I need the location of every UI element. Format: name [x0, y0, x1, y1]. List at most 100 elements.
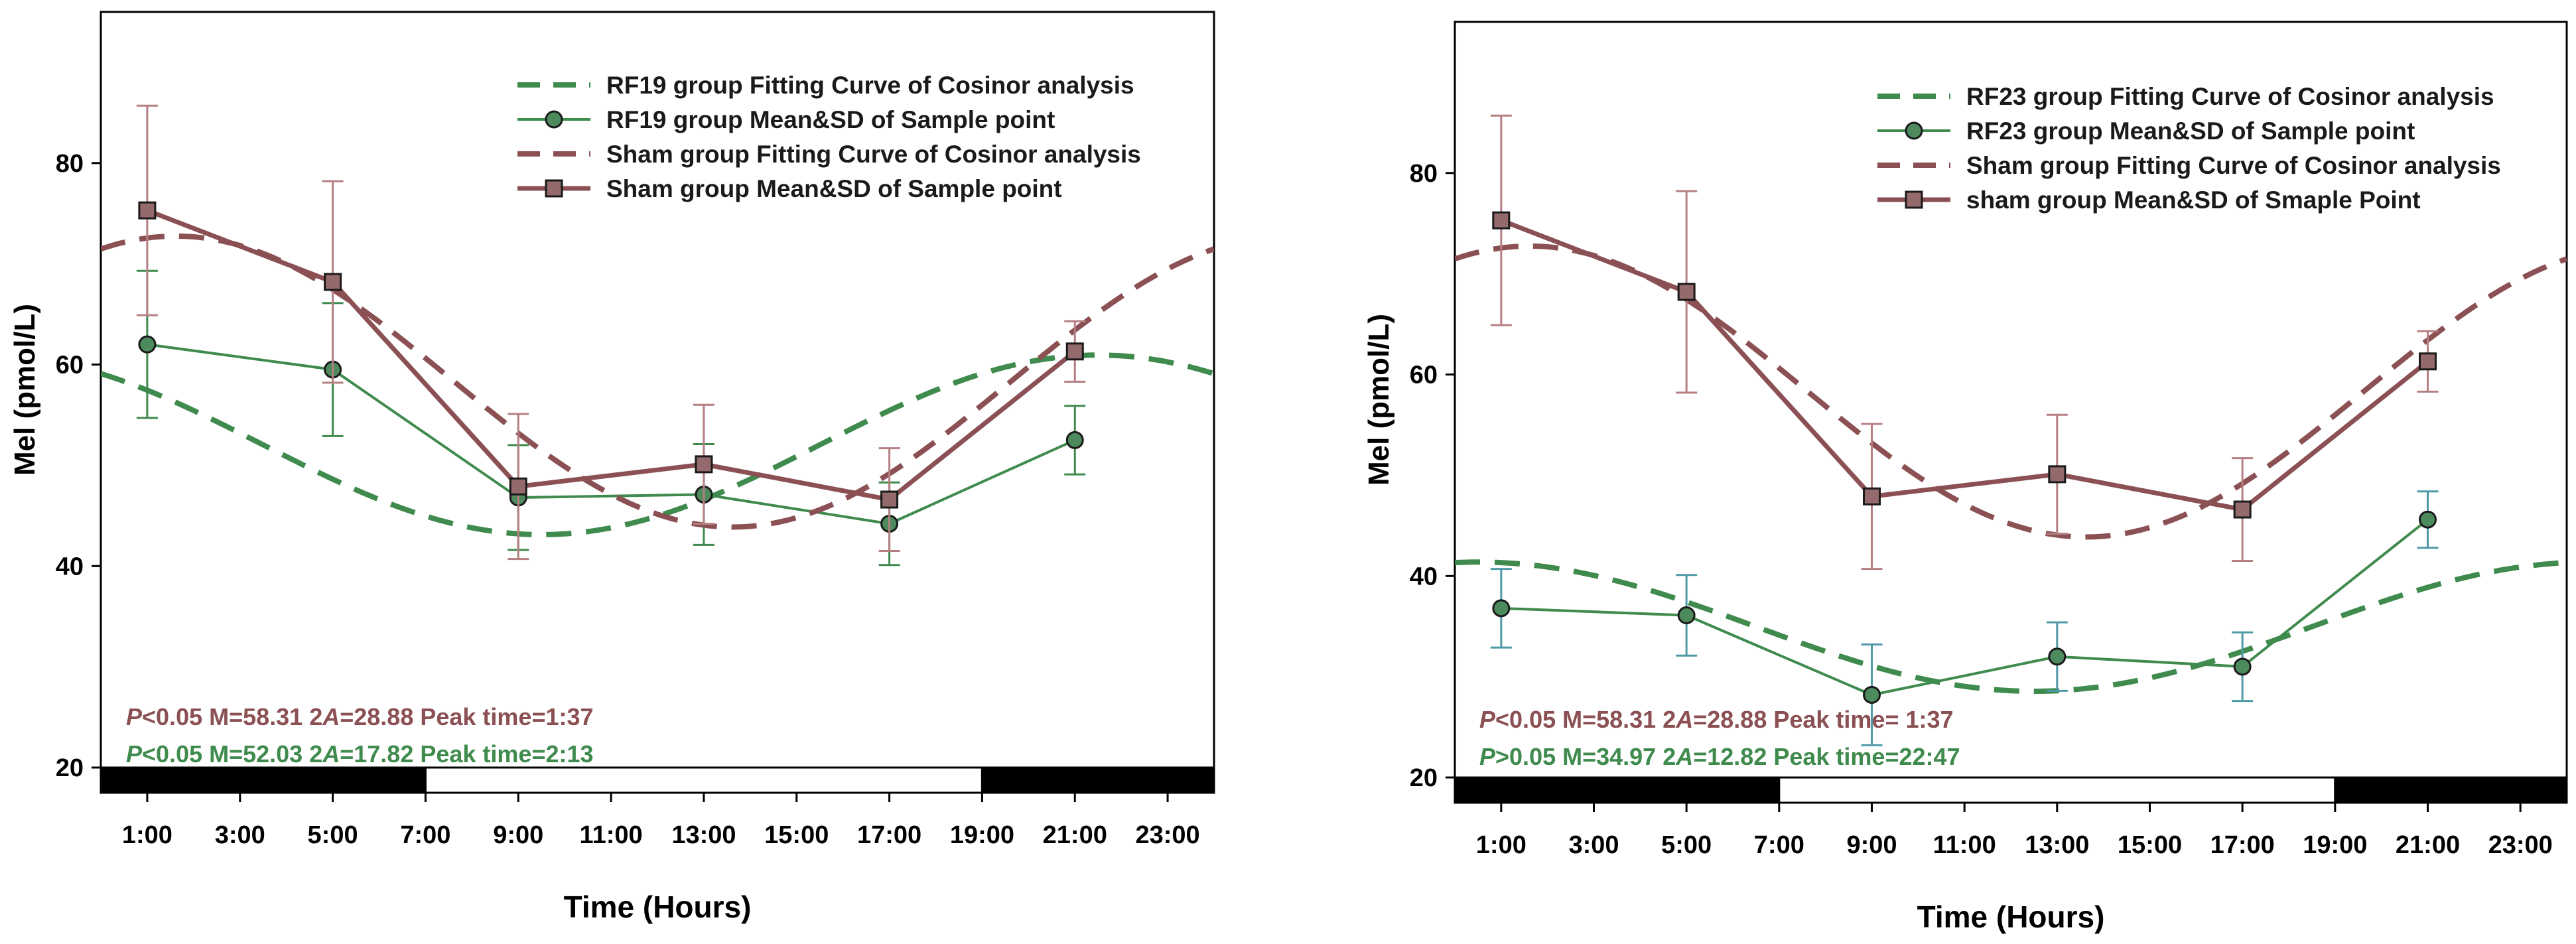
mean-line-sham [146, 208, 1077, 502]
stats-annotation: P<0.05 M=58.31 2A=28.88 Peak time=1:37 [126, 703, 594, 730]
x-tick-label: 7:00 [400, 821, 450, 849]
data-point-square [2233, 500, 2252, 519]
legend-label: RF19 group Fitting Curve of Cosinor anal… [606, 72, 1134, 99]
mean-line-sham [1500, 218, 2429, 512]
x-tick-label: 1:00 [122, 821, 172, 849]
data-point-circle [1492, 599, 1511, 618]
data-point-square [324, 273, 342, 291]
legend-label: RF23 group Fitting Curve of Cosinor anal… [1966, 83, 2494, 110]
y-tick-label: 40 [1410, 563, 1438, 590]
data-point-circle [1065, 431, 1084, 449]
legend: RF19 group Fitting Curve of Cosinor anal… [517, 72, 1141, 202]
data-point-circle [2419, 510, 2437, 529]
data-point-circle [1677, 606, 1696, 624]
data-point-circle [138, 335, 157, 354]
y-tick-label: 80 [56, 150, 84, 178]
stats-text: =28.88 Peak time=1:37 [340, 703, 593, 730]
legend-label: RF19 group Mean&SD of Sample point [606, 106, 1055, 133]
x-tick-label: 17:00 [2210, 831, 2275, 859]
stats-italic-symbol: P [1479, 706, 1496, 733]
x-tick-label: 9:00 [493, 821, 543, 849]
legend-label: sham group Mean&SD of Smaple Point [1966, 186, 2421, 214]
x-axis-title: Time (Hours) [1917, 900, 2105, 934]
legend-marker-circle [545, 110, 563, 129]
chart-panel-right: 20 40 60 80 1:00 3:00 5:00 7:00 9:00 11:00 13:00 15… [1363, 21, 2568, 934]
x-tick-label: 5:00 [1661, 831, 1712, 859]
x-tick-label: 17:00 [857, 821, 921, 849]
light-phase-bar [424, 766, 983, 794]
cosinor-fit-curve-sham [1455, 243, 2567, 540]
x-tick-label: 13:00 [671, 821, 736, 849]
y-axis-title: Mel (pmol/L) [9, 304, 41, 476]
x-tick-label: 11:00 [1933, 831, 1996, 859]
x-tick-label: 15:00 [2118, 831, 2182, 859]
data-point-square [509, 477, 527, 496]
stats-italic-symbol: P [1479, 743, 1496, 770]
y-tick-label: 20 [1410, 764, 1438, 792]
cosinor-fit-curve-green [1455, 559, 2567, 694]
stats-italic-symbol: A [322, 703, 340, 730]
dark-phase-bar [1454, 776, 1781, 804]
stats-annotation: P<0.05 M=52.03 2A=17.82 Peak time=2:13 [126, 740, 594, 768]
stats-text: <0.05 M=58.31 2 [1495, 706, 1676, 733]
data-point-square [138, 201, 157, 220]
y-tick-label: 60 [1410, 362, 1438, 389]
stats-text: =17.82 Peak time=2:13 [340, 740, 593, 768]
stats-text: =28.88 Peak time= 1:37 [1693, 706, 1953, 733]
stats-text: =12.82 Peak time=22:47 [1693, 743, 1960, 770]
data-point-square [880, 490, 899, 509]
x-tick-label: 3:00 [1568, 831, 1619, 859]
x-tick-label: 15:00 [764, 821, 829, 849]
dark-phase-bar [100, 766, 427, 794]
legend-marker-square [1905, 190, 1923, 209]
x-tick-label: 5:00 [308, 821, 358, 849]
x-tick-label: 13:00 [2025, 831, 2089, 859]
legend-label: RF23 group Mean&SD of Sample point [1966, 117, 2415, 145]
x-tick-label: 11:00 [580, 821, 643, 849]
x-tick-label: 23:00 [2488, 831, 2553, 859]
data-point-square [1677, 283, 1696, 301]
data-point-circle [2233, 657, 2252, 676]
data-point-square [695, 455, 713, 474]
stats-italic-symbol: A [1675, 743, 1693, 770]
dark-phase-bar [981, 766, 1215, 794]
dark-phase-bar [2334, 776, 2568, 804]
y-axis-title: Mel (pmol/L) [1363, 314, 1395, 486]
mean-line-green [147, 343, 1076, 525]
stats-text: <0.05 M=52.03 2 [142, 740, 322, 768]
stats-italic-symbol: P [126, 740, 143, 768]
legend-label: Sham group Mean&SD of Sample point [606, 175, 1062, 202]
mean-line-green [1501, 518, 2429, 697]
x-tick-label: 7:00 [1754, 831, 1804, 859]
y-tick-label: 80 [1410, 160, 1438, 188]
legend-marker-square [545, 179, 563, 198]
legend-label: Sham group Fitting Curve of Cosinor anal… [1966, 152, 2501, 179]
stats-text: >0.05 M=34.97 2 [1495, 743, 1676, 770]
light-phase-bar [1778, 776, 2337, 804]
x-axis-title: Time (Hours) [564, 890, 752, 924]
legend-marker-circle [1905, 121, 1923, 140]
stats-italic-symbol: A [1675, 706, 1693, 733]
legend: RF23 group Fitting Curve of Cosinor anal… [1877, 83, 2501, 214]
cosinor-fit-curve-green [101, 352, 1214, 537]
stats-italic-symbol: P [126, 703, 143, 730]
data-point-square [2048, 465, 2067, 484]
x-tick-label: 9:00 [1846, 831, 1897, 859]
x-tick-label: 1:00 [1476, 831, 1526, 859]
y-tick-label: 20 [56, 754, 84, 782]
y-tick-label: 40 [56, 553, 84, 580]
x-tick-label: 23:00 [1135, 821, 1199, 849]
stats-annotation: P>0.05 M=34.97 2A=12.82 Peak time=22:47 [1479, 743, 1960, 770]
data-point-square [1492, 211, 1511, 230]
data-point-square [1065, 342, 1084, 361]
cosinor-fit-curve-sham [101, 233, 1214, 530]
stats-text: <0.05 M=58.31 2 [142, 703, 322, 730]
x-tick-label: 19:00 [2303, 831, 2367, 859]
x-tick-label: 3:00 [215, 821, 265, 849]
x-tick-label: 21:00 [2396, 831, 2460, 859]
stats-italic-symbol: A [322, 740, 340, 768]
legend-label: Sham group Fitting Curve of Cosinor anal… [606, 141, 1141, 168]
x-tick-label: 19:00 [950, 821, 1014, 849]
chart-panel-left: 20 40 60 80 1:00 3:00 5:00 7:00 9:00 11:00 13:00 15… [9, 11, 1215, 924]
